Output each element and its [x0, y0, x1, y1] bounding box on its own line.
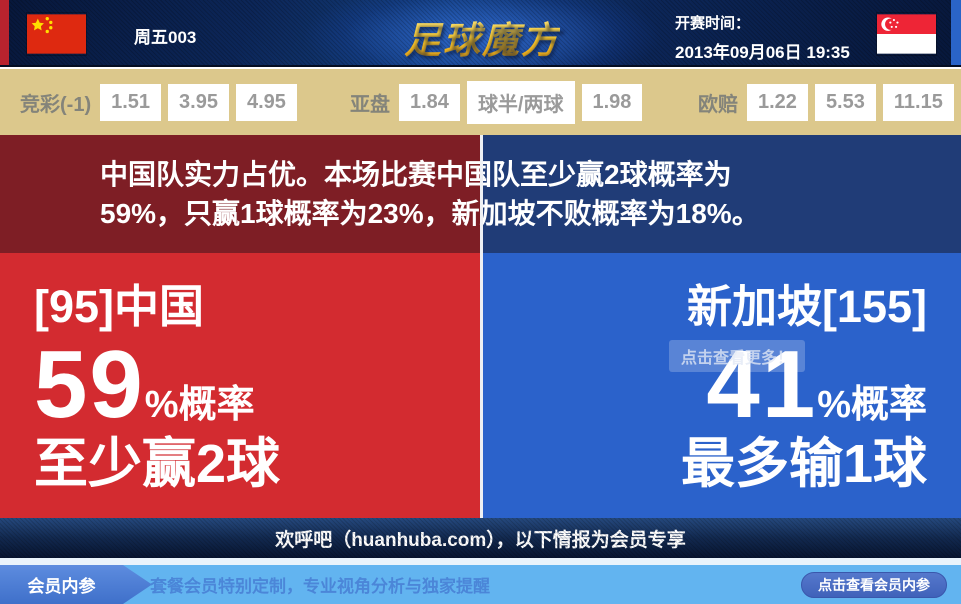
analysis-line1: 中国队实力占优。本场比赛中国队至少赢2球概率为	[100, 159, 732, 190]
odds-value: 1.98	[581, 83, 643, 121]
odds-value: 1.51	[100, 83, 162, 121]
view-member-insider-button[interactable]: 点击查看会员内参	[801, 572, 947, 598]
home-probability-value: 59	[34, 331, 145, 438]
site-logo-text: 足球魔方	[404, 10, 560, 64]
home-probability-suffix: %概率	[144, 384, 255, 426]
left-red-strip	[0, 0, 9, 65]
away-panel: 新加坡[155] 点击查看更多！ 41 %概率 最多输1球	[482, 253, 961, 518]
analysis-line2: 59%，只赢1球概率为23%，新加坡不败概率为18%。	[100, 198, 760, 229]
odds-label-asian-handicap: 亚盘	[350, 93, 390, 116]
home-outcome: 至少赢2球	[34, 434, 281, 494]
away-probability-value: 41	[706, 331, 818, 438]
odds-value: 3.95	[168, 83, 229, 121]
member-insider-tab[interactable]: 会员内参	[0, 565, 152, 604]
china-flag-icon	[27, 13, 86, 55]
main-content: 中国队实力占优。本场比赛中国队至少赢2球概率为 59%，只赢1球概率为23%，新…	[0, 135, 961, 518]
odds-value: 1.22	[747, 83, 808, 121]
away-outcome: 最多输1球	[680, 434, 927, 494]
panel-divider	[480, 135, 483, 518]
singapore-flag-icon	[877, 13, 936, 55]
member-description: 套餐会员特别定制，专业视角分析与独家提醒	[150, 577, 490, 596]
odds-value: 1.84	[399, 83, 460, 121]
kickoff-time-block: 开赛时间： 2013年09月06日 19:35	[675, 12, 850, 63]
kickoff-time: 2013年09月06日 19:35	[675, 43, 850, 62]
odds-row: 竞彩(-1) 1.51 3.95 4.95 亚盘 1.84 球半/两球 1.98…	[0, 69, 961, 135]
right-blue-strip	[951, 0, 961, 65]
odds-label-european: 欧赔	[698, 93, 738, 116]
away-team-name: 新加坡[155]	[686, 281, 927, 332]
analysis-banner-away-bg	[482, 135, 961, 253]
kickoff-label: 开赛时间：	[675, 15, 751, 32]
away-probability-row: 41 %概率	[482, 331, 927, 438]
odds-group-jingcai: 竞彩(-1) 1.51 3.95 4.95	[20, 69, 304, 135]
odds-handicap: 球半/两球	[466, 80, 575, 124]
probability-panels: [95]中国 59 %概率 至少赢2球 新加坡[155] 点击查看更多！ 41 …	[0, 253, 961, 518]
home-panel: [95]中国 59 %概率 至少赢2球	[0, 253, 482, 518]
home-team-name: [95]中国	[34, 281, 205, 332]
odds-value: 11.15	[882, 83, 954, 121]
analysis-banner: 中国队实力占优。本场比赛中国队至少赢2球概率为 59%，只赢1球概率为23%，新…	[0, 135, 961, 253]
view-more-watermark-button[interactable]: 点击查看更多！	[668, 340, 805, 372]
odds-value: 5.53	[814, 83, 876, 121]
footer: 会员内参 套餐会员特别定制，专业视角分析与独家提醒 点击查看会员内参	[0, 565, 961, 604]
promo-text: 欢呼吧（huanhuba.com），以下情报为会员专享	[275, 529, 686, 551]
odds-value: 4.95	[235, 83, 297, 121]
home-probability-row: 59 %概率	[34, 331, 482, 438]
odds-group-european: 欧赔 1.22 5.53 11.15	[698, 69, 961, 135]
footer-gap	[0, 558, 961, 565]
odds-label-jingcai: 竞彩(-1)	[20, 93, 92, 116]
analysis-banner-home-bg	[0, 135, 482, 253]
away-probability-suffix: %概率	[817, 384, 927, 426]
odds-group-asian-handicap: 亚盘 1.84 球半/两球 1.98	[350, 69, 649, 135]
match-id: 周五003	[134, 28, 197, 47]
site-logo: 足球魔方	[370, 10, 594, 64]
promo-bar: 欢呼吧（huanhuba.com），以下情报为会员专享	[0, 518, 961, 558]
header: 周五003 足球魔方 开赛时间： 2013年09月06日 19:35	[0, 0, 961, 67]
analysis-text: 中国队实力占优。本场比赛中国队至少赢2球概率为 59%，只赢1球概率为23%，新…	[100, 155, 931, 233]
